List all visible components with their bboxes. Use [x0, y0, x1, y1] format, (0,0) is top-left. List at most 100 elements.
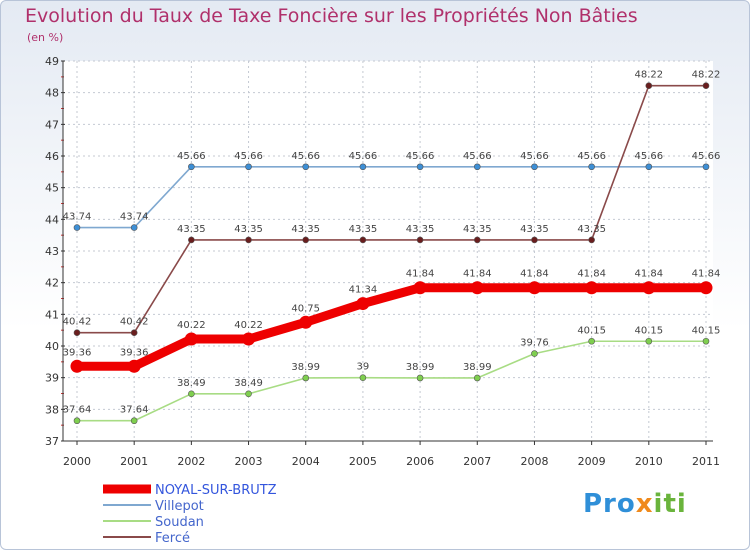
data-label: 41.84: [406, 269, 435, 280]
data-label: 39: [357, 362, 370, 373]
logo-part-x: x: [635, 489, 654, 519]
data-label: 41.84: [634, 269, 663, 280]
chart-title: Evolution du Taux de Taxe Foncière sur l…: [25, 5, 638, 27]
data-point: [470, 281, 484, 295]
x-tick-label: 2000: [63, 455, 91, 468]
x-tick-label: 2002: [177, 455, 205, 468]
data-point: [359, 236, 367, 244]
data-label: 39.76: [520, 338, 549, 349]
data-label: 45.66: [291, 151, 320, 162]
data-label: 43.74: [120, 212, 149, 223]
x-tick-label: 2005: [349, 455, 377, 468]
data-label: 41.84: [692, 269, 721, 280]
y-tick-label: 45: [45, 182, 59, 195]
y-tick-label: 48: [45, 87, 59, 100]
legend-label: Villepot: [155, 499, 204, 514]
data-label: 43.35: [406, 224, 435, 235]
data-point: [302, 374, 310, 382]
data-point: [188, 390, 195, 398]
series-line: [76, 340, 707, 422]
data-point: [702, 337, 710, 345]
data-point: [188, 236, 195, 244]
data-label: 40.75: [291, 303, 320, 314]
data-label: 45.66: [177, 151, 206, 162]
data-point: [642, 281, 656, 295]
data-label: 45.66: [634, 151, 663, 162]
data-point: [73, 417, 81, 425]
data-point: [302, 236, 310, 244]
series-line: [72, 283, 711, 371]
legend-label: Soudan: [155, 515, 204, 530]
data-point: [531, 163, 538, 171]
x-tick-label: 2006: [406, 455, 434, 468]
data-label: 45.66: [349, 151, 378, 162]
x-tick-label: 2003: [235, 455, 263, 468]
data-label: 40.22: [234, 320, 263, 331]
data-point: [416, 236, 424, 244]
data-label: 45.66: [463, 151, 492, 162]
x-tick-label: 2007: [463, 455, 491, 468]
data-label: 39.36: [120, 347, 149, 358]
legend-label: NOYAL-SUR-BRUTZ: [155, 483, 277, 498]
data-point: [242, 332, 256, 346]
data-point: [531, 236, 538, 244]
data-point: [130, 417, 138, 425]
data-label: 41.84: [520, 269, 549, 280]
data-point: [70, 359, 84, 373]
data-label: 38.49: [234, 378, 263, 389]
data-label: 43.35: [291, 224, 320, 235]
data-point: [473, 236, 481, 244]
y-tick-label: 37: [45, 435, 59, 448]
data-label: 48.22: [634, 70, 663, 81]
data-label: 40.42: [120, 317, 149, 328]
data-label: 41.34: [349, 285, 378, 296]
data-point: [127, 359, 141, 373]
data-point: [184, 332, 198, 346]
x-tick-label: 2001: [120, 455, 148, 468]
data-label: 40.15: [577, 325, 606, 336]
data-label: 37.64: [120, 405, 149, 416]
data-point: [645, 337, 653, 345]
data-point: [359, 163, 367, 171]
legend-label: Fercé: [155, 531, 190, 546]
data-point: [130, 224, 138, 231]
y-tick-label: 44: [45, 213, 59, 226]
data-label: 43.35: [463, 224, 492, 235]
data-label: 40.22: [177, 320, 206, 331]
logo-part-iti: iti: [653, 489, 687, 519]
data-point: [702, 163, 710, 171]
data-label: 43.35: [577, 224, 606, 235]
y-tick-label: 38: [45, 403, 59, 416]
data-point: [356, 297, 370, 311]
data-label: 40.42: [63, 317, 92, 328]
data-label: 41.84: [463, 269, 492, 280]
data-label: 38.99: [406, 362, 435, 373]
data-label: 39.36: [63, 347, 92, 358]
x-tick-label: 2010: [635, 455, 663, 468]
data-label: 45.66: [577, 151, 606, 162]
y-unit-label: (en %): [27, 31, 64, 44]
data-point: [473, 163, 481, 171]
proxiti-logo: Proxiti: [583, 489, 687, 519]
data-label: 43.74: [63, 212, 92, 223]
data-point: [130, 329, 138, 337]
data-point: [245, 236, 252, 244]
data-point: [416, 374, 424, 382]
data-point: [188, 163, 195, 171]
y-tick-label: 46: [45, 150, 59, 163]
data-label: 40.15: [634, 325, 663, 336]
y-tick-label: 47: [45, 118, 59, 131]
data-label: 38.99: [291, 362, 320, 373]
data-point: [588, 163, 595, 171]
data-label: 38.49: [177, 378, 206, 389]
data-label: 43.35: [234, 224, 263, 235]
data-point: [245, 390, 252, 398]
data-point: [416, 163, 424, 171]
series-line: [76, 165, 707, 229]
data-label: 38.99: [463, 362, 492, 373]
data-label: 45.66: [520, 151, 549, 162]
series-line: [76, 84, 707, 334]
y-tick-label: 42: [45, 277, 59, 290]
y-tick-label: 43: [45, 245, 59, 258]
